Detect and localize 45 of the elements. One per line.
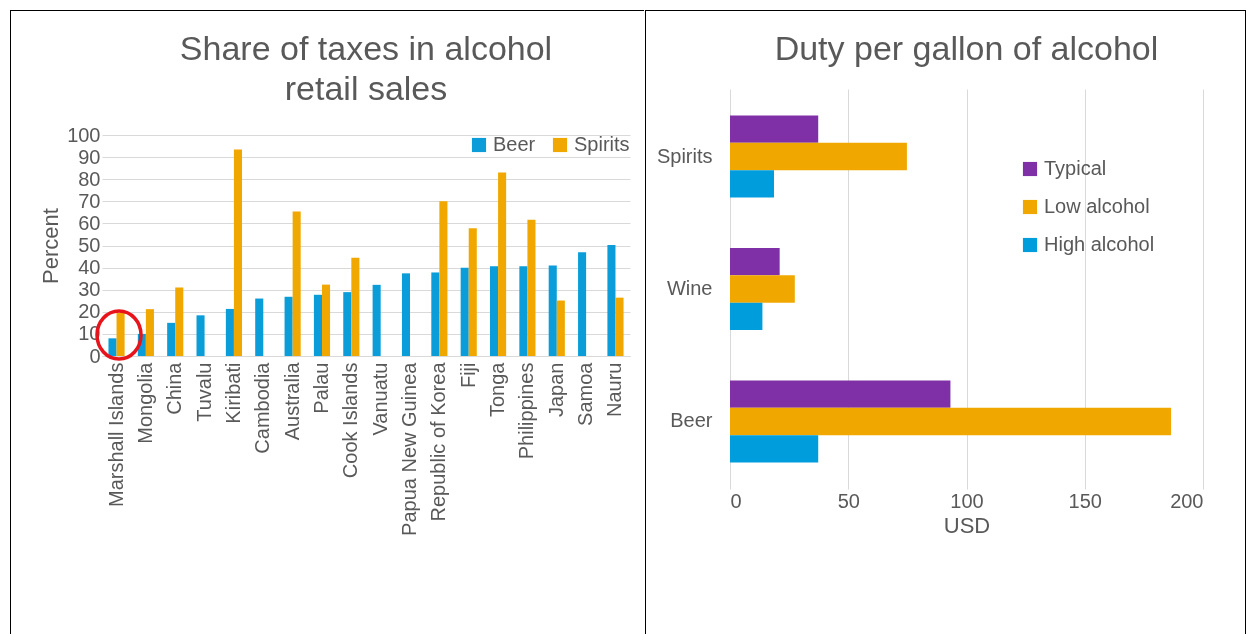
y-tick-label: 40	[78, 256, 101, 279]
y-tick-label: Wine	[666, 277, 713, 299]
x-axis-title: USD	[943, 512, 991, 538]
y-tick-label: 50	[78, 234, 101, 256]
y-tick-label: 70	[78, 189, 101, 212]
x-tick-label: Australia	[280, 361, 303, 441]
x-tick-label: Philippines	[515, 362, 538, 460]
chart-title: Share of taxes in alcohol retail sales	[179, 29, 553, 107]
x-tick-label: Marshall Islands	[104, 362, 127, 508]
x-tick-label: Cambodia	[251, 361, 274, 454]
x-tick-label: Fiji	[456, 362, 479, 389]
legend-label: Beer	[493, 133, 536, 155]
x-tick-label: 50	[837, 489, 860, 512]
x-tick-label: Tuvalu	[192, 362, 215, 422]
y-tick-label: Spirits	[656, 144, 713, 167]
x-tick-label: 200	[1170, 489, 1204, 512]
x-tick-label: Republic of Korea	[427, 361, 450, 522]
y-tick-label: 60	[78, 211, 101, 234]
x-tick-label: Mongolia	[133, 361, 156, 444]
y-tick-label: 90	[78, 145, 101, 168]
x-tick-label: 150	[1068, 489, 1102, 512]
y-axis-title: Percent	[38, 208, 64, 284]
x-tick-label: Palau	[309, 362, 332, 414]
chart-title: Duty per gallon of alcohol	[774, 29, 1159, 67]
x-tick-label: Vanuatu	[368, 362, 391, 436]
y-tick-label: 100	[67, 123, 101, 146]
legend-label: Spirits	[574, 133, 630, 155]
x-tick-label: Kiribati	[221, 362, 244, 424]
y-tick-label: 0	[89, 344, 101, 367]
x-tick-label: Cook Islands	[339, 362, 362, 479]
x-tick-label: Samoa	[574, 361, 597, 426]
x-tick-label: 0	[730, 489, 742, 512]
y-tick-label: Beer	[670, 409, 713, 432]
y-tick-label: 30	[78, 278, 101, 301]
legend-label: Typical	[1044, 157, 1107, 179]
y-tick-label: 80	[78, 167, 101, 190]
x-tick-label: Japan	[544, 362, 567, 417]
legend-label: High alcohol	[1044, 233, 1155, 255]
x-tick-label: Papua New Guinea	[398, 361, 421, 536]
x-tick-label: China	[163, 361, 186, 415]
x-tick-label: 100	[950, 489, 984, 512]
legend-label: Low alcohol	[1044, 195, 1150, 217]
x-tick-label: Nauru	[603, 362, 626, 417]
y-tick-label: 20	[78, 300, 101, 323]
x-tick-label: Tonga	[486, 361, 509, 417]
